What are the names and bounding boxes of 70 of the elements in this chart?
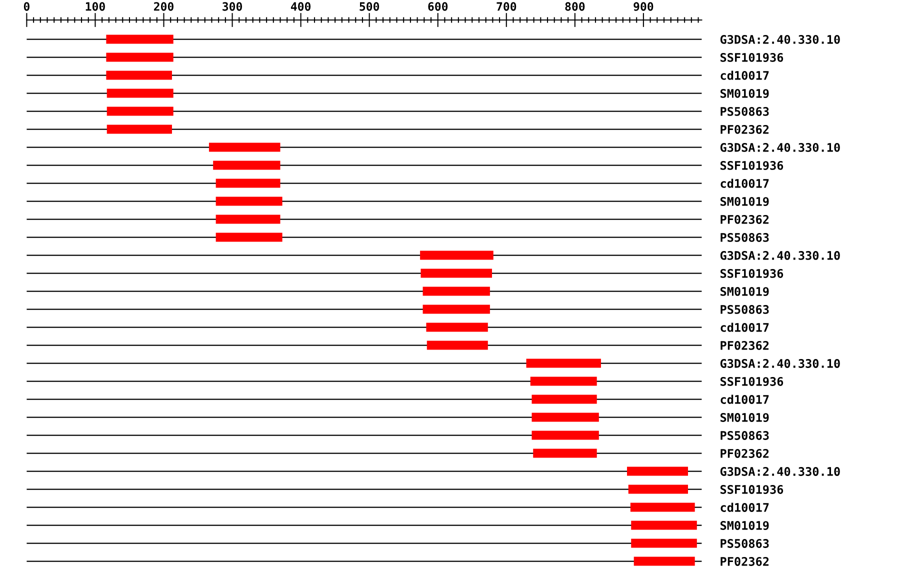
bar (532, 394, 597, 404)
bar (106, 124, 172, 134)
y-tick-label: PF02362 (720, 124, 769, 134)
bar (420, 250, 494, 260)
bar (532, 412, 599, 422)
bar (106, 106, 174, 116)
bar (208, 142, 280, 152)
x-tick-label: 200 (154, 2, 174, 11)
bar (631, 538, 697, 548)
y-tick-label: cd10017 (720, 322, 769, 332)
bar (530, 376, 597, 386)
y-tick-label: PS50863 (720, 431, 769, 440)
y-tick-label: SM01019 (720, 521, 769, 530)
y-tick-label: G3DSA:2.40.330.10 (720, 142, 840, 152)
x-tick-label: 300 (222, 2, 242, 11)
bar (634, 556, 695, 566)
y-tick-label: SM01019 (720, 287, 769, 296)
x-tick-label: 800 (565, 2, 585, 11)
y-tick-label: SM01019 (720, 413, 769, 422)
y-tick-label: PS50863 (720, 305, 769, 314)
bar (106, 34, 174, 44)
x-tick-label: 100 (86, 2, 105, 11)
y-tick-label: PF02362 (720, 557, 769, 566)
bar (422, 286, 490, 296)
bar (420, 268, 492, 278)
y-tick-label: SSF101936 (720, 485, 784, 494)
y-tick-label: G3DSA:2.40.330.10 (720, 359, 840, 368)
y-tick-label: G3DSA:2.40.330.10 (720, 467, 840, 476)
y-tick-label: G3DSA:2.40.330.10 (720, 251, 840, 260)
bar (533, 448, 597, 458)
y-tick-label: SSF101936 (720, 377, 784, 386)
bar (216, 232, 282, 242)
y-tick-label: SSF101936 (720, 52, 784, 62)
bar (216, 178, 280, 188)
bar (628, 484, 688, 494)
bar (426, 340, 488, 350)
y-tick-label: PF02362 (720, 215, 769, 224)
y-tick-label: PF02362 (720, 341, 769, 350)
y-tick-label: cd10017 (720, 70, 769, 80)
bar (532, 430, 599, 440)
y-tick-label: cd10017 (720, 178, 769, 188)
bar (106, 88, 174, 98)
y-tick-label: cd10017 (720, 394, 769, 404)
bar (213, 160, 280, 170)
bar (627, 466, 688, 476)
y-tick-label: PF02362 (720, 449, 769, 458)
y-tick-label: PS50863 (720, 539, 769, 548)
y-tick-label: SM01019 (720, 88, 769, 98)
x-tick-label: 500 (360, 2, 380, 11)
y-tick-label: SSF101936 (720, 269, 784, 278)
y-tick-label: G3DSA:2.40.330.10 (720, 34, 840, 44)
bar (630, 502, 695, 512)
bar (216, 214, 280, 224)
y-tick-label: PS50863 (720, 233, 769, 242)
x-tick-label: 900 (634, 2, 654, 11)
x-tick-label: 700 (496, 2, 516, 11)
y-tick-label: cd10017 (720, 502, 769, 512)
bar (526, 358, 601, 368)
bar (422, 304, 490, 314)
y-tick-label: SSF101936 (720, 160, 784, 170)
x-tick-label: 400 (290, 2, 311, 11)
bar (106, 70, 172, 80)
bar (631, 520, 697, 530)
x-tick-label: 0 (24, 2, 30, 11)
bar (106, 52, 174, 62)
x-tick-label: 600 (428, 2, 448, 11)
y-tick-label: SM01019 (720, 196, 769, 206)
y-tick-label: PS50863 (720, 106, 769, 116)
bar (426, 322, 488, 332)
bar (216, 196, 282, 206)
